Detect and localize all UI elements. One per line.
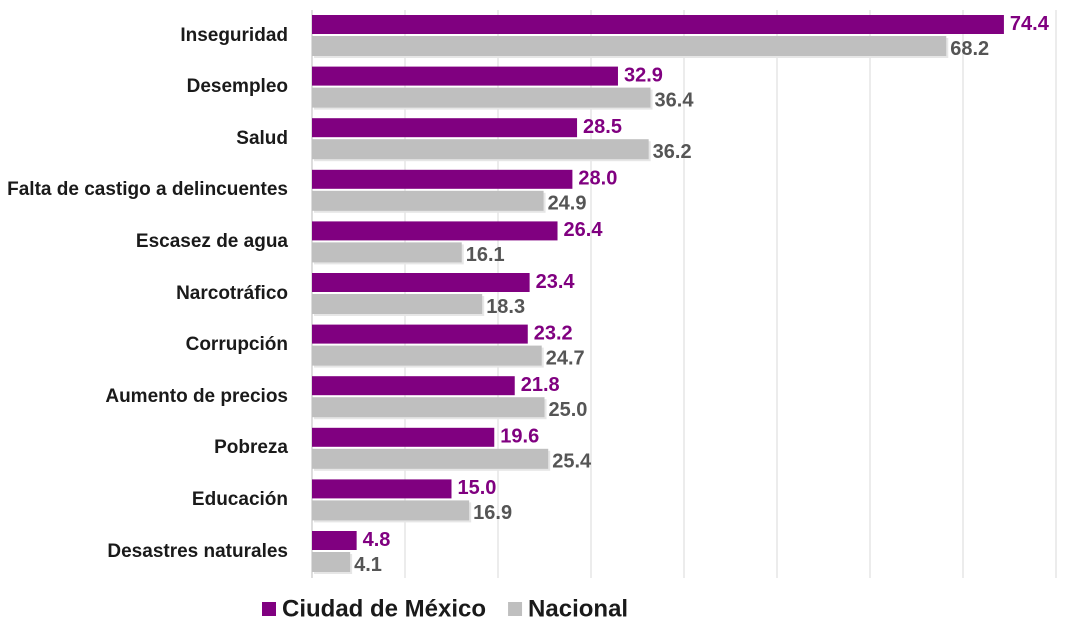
bar bbox=[312, 427, 495, 447]
bar bbox=[312, 531, 357, 550]
bar bbox=[312, 397, 545, 418]
category-label: Escasez de agua bbox=[135, 230, 288, 252]
category-label: Falta de castigo a delincuentes bbox=[7, 179, 288, 201]
value-label: 28.0 bbox=[578, 168, 617, 190]
value-label: 18.3 bbox=[486, 296, 525, 318]
value-label: 4.8 bbox=[363, 529, 391, 551]
bar bbox=[312, 190, 544, 211]
value-label: 16.1 bbox=[466, 244, 505, 266]
value-label: 24.9 bbox=[548, 193, 587, 215]
value-label: 21.8 bbox=[521, 374, 560, 396]
legend-label: Ciudad de México bbox=[282, 595, 486, 622]
bar bbox=[312, 479, 452, 499]
value-label: 19.6 bbox=[500, 426, 539, 448]
value-label: 16.9 bbox=[473, 502, 512, 524]
bar bbox=[312, 500, 470, 521]
legend-swatch bbox=[262, 602, 276, 616]
value-label: 25.0 bbox=[549, 399, 588, 421]
value-label: 28.5 bbox=[583, 116, 622, 138]
bar bbox=[312, 139, 649, 160]
bar bbox=[312, 273, 530, 292]
bar bbox=[312, 294, 483, 314]
bar bbox=[312, 324, 528, 344]
value-label: 24.7 bbox=[546, 347, 585, 369]
value-label: 26.4 bbox=[564, 219, 604, 241]
bar bbox=[312, 345, 542, 366]
value-label: 15.0 bbox=[458, 477, 497, 499]
bar bbox=[312, 448, 549, 469]
category-label: Desempleo bbox=[186, 76, 288, 98]
bar bbox=[312, 87, 651, 108]
category-label: Corrupción bbox=[185, 334, 288, 356]
bar bbox=[312, 15, 1004, 34]
value-label: 74.4 bbox=[1010, 13, 1050, 35]
bar bbox=[312, 552, 351, 572]
value-label: 23.2 bbox=[534, 322, 573, 344]
bar bbox=[312, 66, 618, 86]
category-label: Inseguridad bbox=[180, 24, 288, 46]
value-label: 32.9 bbox=[624, 64, 663, 86]
category-label: Educación bbox=[191, 488, 288, 510]
value-label: 25.4 bbox=[552, 451, 592, 473]
category-label: Desastres naturales bbox=[107, 540, 288, 562]
bar bbox=[312, 221, 558, 241]
value-label: 4.1 bbox=[354, 554, 382, 576]
value-label: 23.4 bbox=[536, 271, 576, 293]
category-label: Aumento de precios bbox=[105, 385, 288, 407]
legend-label: Nacional bbox=[528, 595, 628, 622]
bar bbox=[312, 242, 462, 263]
bar bbox=[312, 36, 947, 56]
legend-swatch bbox=[508, 602, 523, 616]
category-label: Narcotráfico bbox=[176, 282, 288, 304]
bar bbox=[312, 169, 573, 189]
value-label: 68.2 bbox=[950, 38, 989, 60]
category-label: Pobreza bbox=[214, 437, 288, 459]
category-label: Salud bbox=[236, 127, 288, 149]
value-label: 36.4 bbox=[655, 89, 695, 111]
bar bbox=[312, 118, 578, 138]
value-label: 36.2 bbox=[653, 141, 692, 163]
bar bbox=[312, 376, 515, 396]
